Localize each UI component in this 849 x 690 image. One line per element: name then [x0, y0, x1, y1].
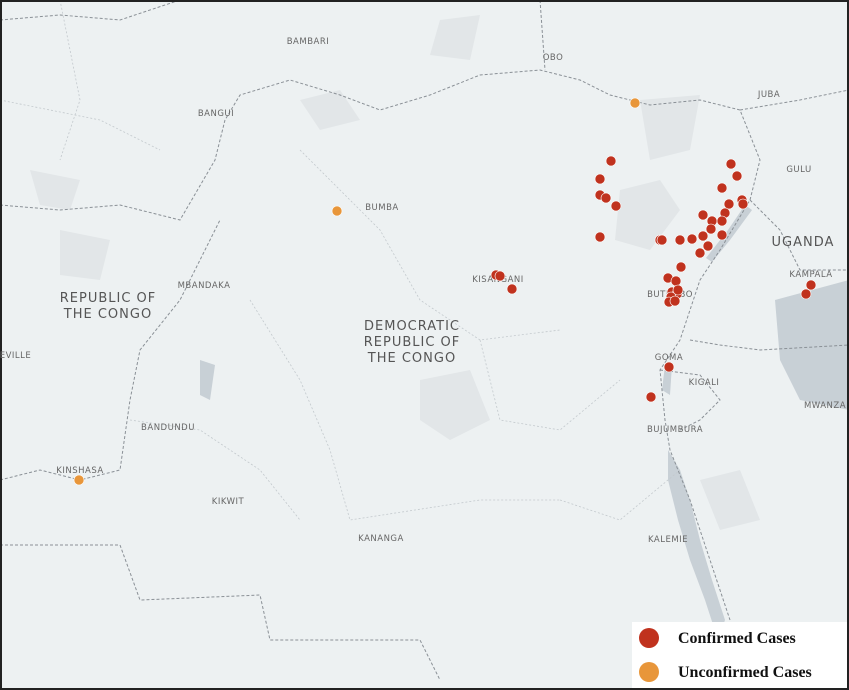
- confirmed-case: [494, 270, 506, 282]
- confirmed-case: [805, 279, 817, 291]
- confirmed-case: [656, 234, 668, 246]
- confirmed-case: [697, 209, 709, 221]
- confirmed-case: [723, 198, 735, 210]
- legend: Confirmed Cases Unconfirmed Cases: [632, 622, 847, 688]
- city-label: KANANGA: [358, 534, 404, 544]
- confirmed-case: [800, 288, 812, 300]
- confirmed-case: [672, 284, 684, 296]
- unconfirmed-case: [73, 474, 85, 486]
- confirmed-case: [697, 230, 709, 242]
- provinces: [0, 0, 681, 521]
- unconfirmed-case: [629, 97, 641, 109]
- city-label: GULU: [786, 165, 811, 175]
- city-label: BUJUMBURA: [647, 425, 703, 435]
- confirmed-case: [702, 240, 714, 252]
- confirmed-case: [737, 198, 749, 210]
- city-label: OBO: [543, 53, 564, 63]
- confirmed-case: [716, 229, 728, 241]
- country-label: THE CONGO: [367, 351, 456, 366]
- legend-swatch: [639, 662, 659, 682]
- city-label: KIKWIT: [212, 497, 245, 507]
- city-label: LIBREVILLE: [0, 351, 31, 361]
- confirmed-case: [594, 173, 606, 185]
- confirmed-case: [694, 247, 706, 259]
- confirmed-case: [610, 200, 622, 212]
- country-label: THE CONGO: [63, 307, 152, 322]
- country-label: UGANDA: [772, 235, 835, 250]
- city-label: GOMA: [655, 353, 683, 363]
- city-label: KIGALI: [689, 378, 720, 388]
- confirmed-case: [675, 261, 687, 273]
- city-label: KALEMIE: [648, 535, 688, 545]
- confirmed-case: [705, 223, 717, 235]
- city-label: KINSHASA: [56, 466, 103, 476]
- confirmed-case: [600, 192, 612, 204]
- city-label: BUMBA: [365, 203, 399, 213]
- confirmed-case: [716, 182, 728, 194]
- country-label: REPUBLIC OF: [60, 291, 157, 306]
- city-label: MWANZA: [804, 401, 846, 411]
- confirmed-case: [663, 361, 675, 373]
- unconfirmed-case: [331, 205, 343, 217]
- legend-box: [632, 622, 847, 688]
- city-label: BANGUI: [198, 109, 234, 119]
- city-label: MBANDAKA: [178, 281, 231, 291]
- confirmed-case: [716, 215, 728, 227]
- terrain: [30, 15, 760, 530]
- confirmed-case: [645, 391, 657, 403]
- confirmed-case: [686, 233, 698, 245]
- confirmed-case: [725, 158, 737, 170]
- confirmed-case: [594, 231, 606, 243]
- legend-label: Unconfirmed Cases: [678, 664, 812, 681]
- lakes: [200, 205, 849, 640]
- confirmed-case: [506, 283, 518, 295]
- confirmed-case: [605, 155, 617, 167]
- country-label: REPUBLIC OF: [364, 335, 461, 350]
- confirmed-case: [670, 275, 682, 287]
- confirmed-case: [731, 170, 743, 182]
- city-label: KAMPALA: [789, 270, 832, 280]
- city-label: JUBA: [757, 90, 780, 100]
- confirmed-case: [674, 234, 686, 246]
- city-label: BANDUNDU: [141, 423, 195, 433]
- country-label: DEMOCRATIC: [364, 319, 460, 334]
- legend-label: Confirmed Cases: [678, 630, 796, 647]
- confirmed-case: [669, 295, 681, 307]
- legend-swatch: [639, 628, 659, 648]
- city-label: BAMBARI: [287, 37, 330, 47]
